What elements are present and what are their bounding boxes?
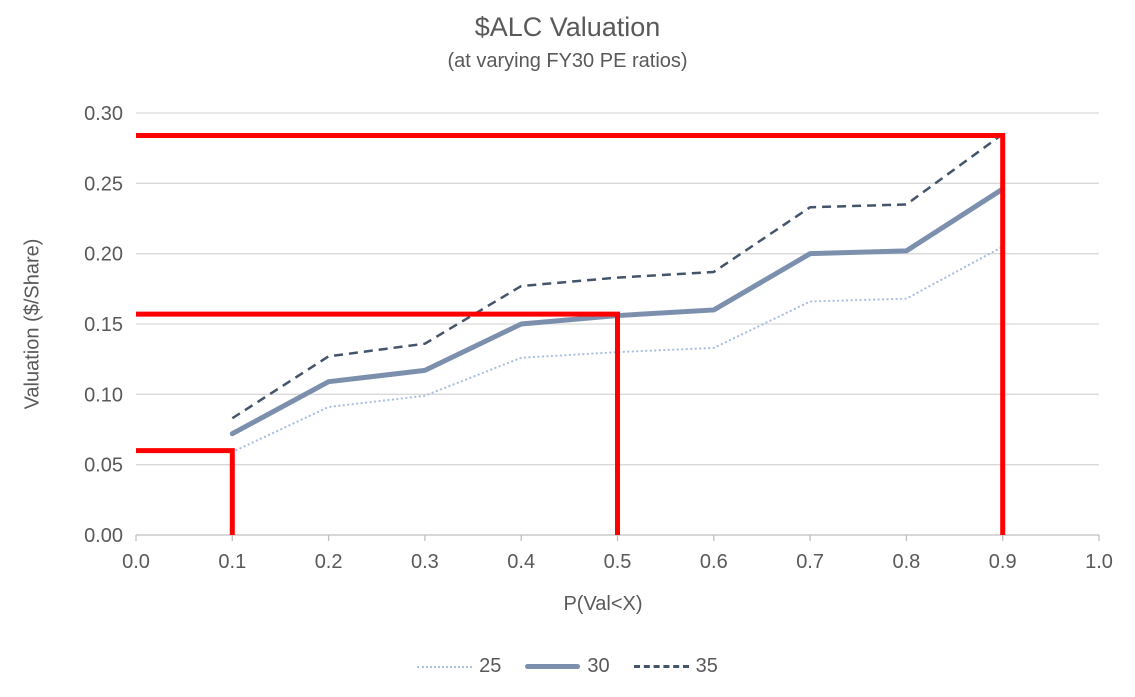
x-tick-label: 1.0 xyxy=(1085,551,1113,573)
x-tick-label: 0.5 xyxy=(604,551,632,573)
y-tick-label: 0.15 xyxy=(84,314,123,336)
x-axis-title: P(Val<X) xyxy=(563,593,643,615)
legend-label-35: 35 xyxy=(695,655,718,677)
dashed-line-sample-icon xyxy=(633,665,689,668)
x-tick-label: 0.3 xyxy=(411,551,439,573)
y-tick-label: 0.30 xyxy=(84,103,123,125)
series-line-25 xyxy=(231,245,1004,454)
legend-item-35: 35 xyxy=(633,655,718,678)
series-line-35 xyxy=(231,133,1004,420)
legend-item-30: 30 xyxy=(525,655,610,678)
dotted-line-sample-icon xyxy=(417,665,473,668)
y-tick-label: 0.20 xyxy=(84,244,123,266)
x-tick-label: 0.8 xyxy=(892,551,920,573)
legend-item-25: 25 xyxy=(417,655,501,678)
y-axis-title: Valuation ($/Share) xyxy=(21,238,44,410)
legend-label-30: 30 xyxy=(587,655,610,677)
chart-title: $ALC Valuation xyxy=(474,12,661,42)
x-tick-label: 0.7 xyxy=(796,551,824,573)
x-tick-label: 0.1 xyxy=(218,551,246,573)
annotation-p10-threshold xyxy=(136,448,235,535)
solid-line-sample-icon xyxy=(525,664,581,669)
x-tick-label: 0.6 xyxy=(700,551,728,573)
chart-subtitle: (at varying FY30 PE ratios) xyxy=(447,50,688,72)
y-tick-label: 0.10 xyxy=(84,384,123,406)
y-tick-label: 0.25 xyxy=(84,173,123,195)
y-tick-label: 0.05 xyxy=(84,455,123,477)
legend-label-25: 25 xyxy=(479,655,502,677)
x-tick-label: 0.0 xyxy=(122,551,150,573)
x-tick-label: 0.2 xyxy=(315,551,343,573)
y-tick-label: 0.00 xyxy=(84,525,123,547)
annotation-p50-threshold xyxy=(136,311,620,535)
annotation-p90-threshold xyxy=(136,133,1006,535)
x-tick-label: 0.9 xyxy=(989,551,1017,573)
legend: 25 30 35 xyxy=(0,655,1135,678)
x-tick-label: 0.4 xyxy=(507,551,535,573)
